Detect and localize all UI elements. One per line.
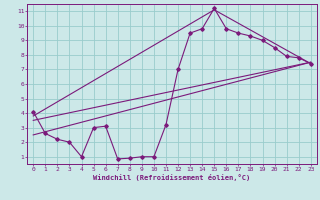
X-axis label: Windchill (Refroidissement éolien,°C): Windchill (Refroidissement éolien,°C) [93, 174, 251, 181]
